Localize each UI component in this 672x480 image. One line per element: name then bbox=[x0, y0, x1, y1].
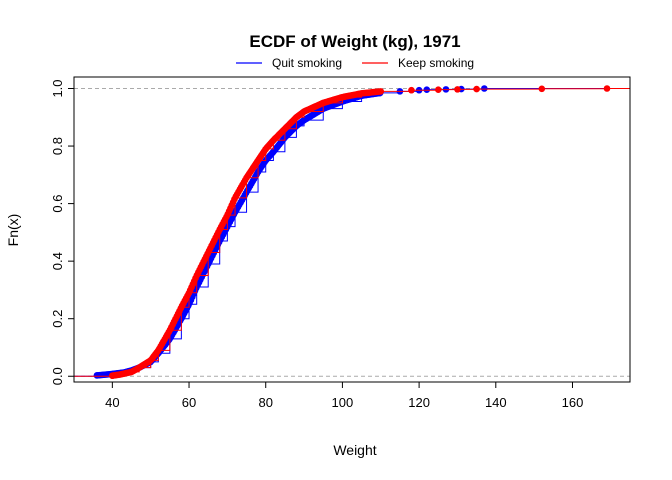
legend: Quit smoking Keep smoking bbox=[236, 56, 474, 70]
chart-title: ECDF of Weight (kg), 1971 bbox=[249, 32, 460, 51]
data-point bbox=[377, 88, 385, 95]
reference-lines bbox=[74, 88, 630, 377]
x-tick-label: 160 bbox=[562, 395, 584, 410]
x-tick-label: 80 bbox=[258, 395, 272, 410]
y-axis: 0.0 0.2 0.4 0.6 0.8 1.0 bbox=[50, 79, 75, 385]
data-point bbox=[480, 85, 488, 92]
data-point bbox=[423, 86, 431, 93]
legend-label-keep: Keep smoking bbox=[398, 56, 474, 70]
y-tick-label: 0.4 bbox=[50, 252, 65, 270]
legend-label-quit: Quit smoking bbox=[272, 56, 342, 70]
data-point bbox=[434, 86, 442, 93]
y-tick-label: 0.6 bbox=[50, 195, 65, 213]
data-point bbox=[603, 85, 611, 92]
data-point bbox=[473, 85, 480, 93]
series-step-line bbox=[74, 88, 630, 377]
x-tick-label: 140 bbox=[485, 395, 507, 410]
x-axis-label: Weight bbox=[333, 442, 376, 458]
series-layer bbox=[74, 85, 630, 379]
y-tick-label: 0.2 bbox=[50, 310, 65, 328]
x-tick-label: 40 bbox=[105, 395, 119, 410]
x-axis: 40 60 80 100 120 140 160 bbox=[105, 381, 584, 410]
series-quit bbox=[74, 85, 630, 379]
series-step-line bbox=[74, 88, 630, 377]
x-tick-label: 60 bbox=[182, 395, 196, 410]
plot-frame bbox=[73, 76, 631, 383]
data-point bbox=[408, 86, 415, 94]
data-point bbox=[93, 372, 101, 379]
x-tick-label: 120 bbox=[408, 395, 430, 410]
x-tick-label: 100 bbox=[332, 395, 354, 410]
y-tick-label: 0.8 bbox=[50, 137, 65, 155]
data-point bbox=[538, 85, 546, 93]
data-point bbox=[454, 86, 461, 93]
y-axis-label: Fn(x) bbox=[5, 214, 21, 247]
y-tick-label: 0.0 bbox=[50, 367, 65, 385]
series-keep bbox=[74, 85, 630, 379]
y-tick-label: 1.0 bbox=[50, 79, 65, 97]
data-point bbox=[109, 372, 116, 379]
